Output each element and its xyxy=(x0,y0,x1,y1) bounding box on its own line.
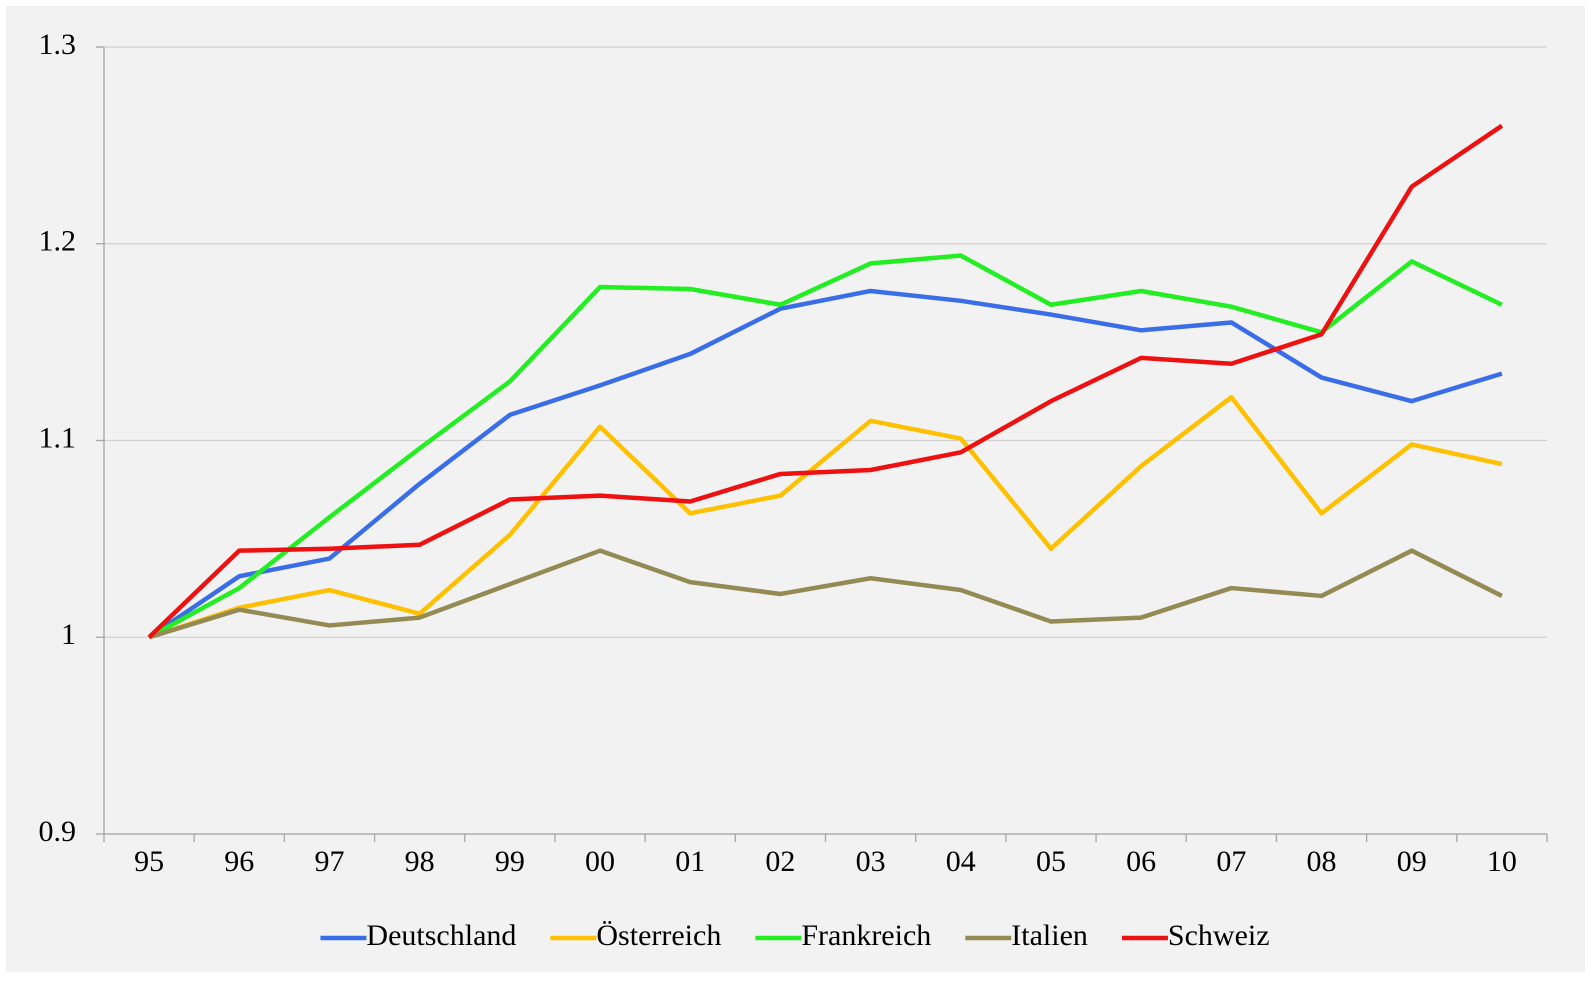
x-tick-label: 04 xyxy=(946,845,976,878)
x-tick-label: 98 xyxy=(405,845,435,878)
y-tick-label: 1 xyxy=(61,618,76,651)
legend-label: Deutschland xyxy=(366,919,516,952)
x-tick-label: 02 xyxy=(765,845,795,878)
x-tick-label: 97 xyxy=(314,845,344,878)
x-tick-label: 05 xyxy=(1036,845,1066,878)
y-tick-label: 1.3 xyxy=(39,28,77,61)
x-tick-label: 95 xyxy=(134,845,164,878)
series-line xyxy=(147,123,1504,639)
series-line xyxy=(148,394,1503,640)
x-tick-label: 10 xyxy=(1487,845,1517,878)
x-tick-label: 06 xyxy=(1126,845,1156,878)
x-tick-label: 09 xyxy=(1397,845,1427,878)
series-line xyxy=(148,548,1503,640)
legend-label: Frankreich xyxy=(801,919,931,952)
series-line xyxy=(148,253,1503,640)
x-tick-label: 03 xyxy=(856,845,886,878)
x-tick-label: 07 xyxy=(1216,845,1246,878)
legend-label: Italien xyxy=(1011,919,1088,952)
x-tick-label: 01 xyxy=(675,845,705,878)
x-tick-label: 96 xyxy=(224,845,254,878)
legend-label: Schweiz xyxy=(1168,919,1270,952)
y-tick-label: 1.1 xyxy=(39,421,77,454)
legend-label: Österreich xyxy=(596,919,721,952)
x-tick-label: 08 xyxy=(1307,845,1337,878)
y-tick-label: 1.2 xyxy=(39,225,77,258)
chart-background xyxy=(6,6,1585,972)
y-tick-label: 0.9 xyxy=(39,815,77,848)
x-tick-label: 00 xyxy=(585,845,615,878)
x-tick-label: 99 xyxy=(495,845,525,878)
